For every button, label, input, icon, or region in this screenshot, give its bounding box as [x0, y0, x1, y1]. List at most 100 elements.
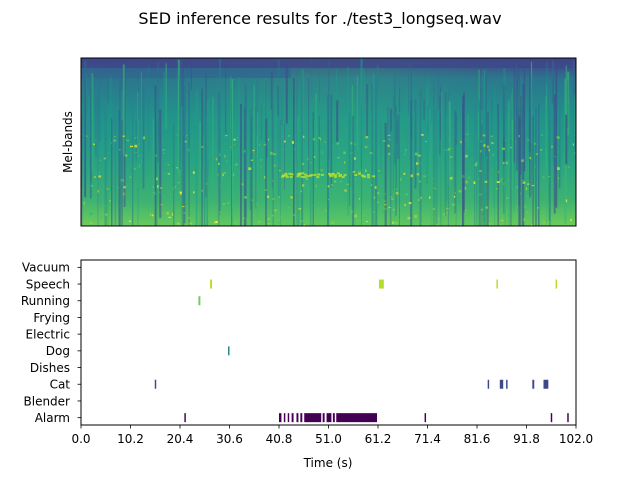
spec-streak — [122, 64, 125, 156]
spec-speckle — [384, 193, 386, 195]
spec-speckle — [343, 151, 346, 155]
spec-speckle — [420, 196, 422, 199]
spec-streak — [156, 120, 158, 226]
spec-harmonic — [304, 173, 308, 176]
spec-speckle — [341, 176, 342, 179]
spec-speckle — [224, 154, 226, 158]
spec-speckle — [358, 171, 361, 173]
spec-speckle — [152, 196, 154, 199]
spec-speckle — [490, 135, 493, 137]
spec-streak — [148, 65, 149, 154]
spec-speckle — [384, 208, 387, 210]
spec-speckle — [434, 187, 437, 189]
spec-streak — [251, 85, 253, 134]
spec-speckle — [109, 200, 111, 202]
spec-streak — [356, 75, 358, 151]
spec-speckle — [480, 150, 482, 153]
spec-speckle — [423, 175, 427, 178]
spec-speckle — [312, 137, 316, 141]
spec-streak — [250, 117, 253, 226]
spec-speckle — [533, 142, 537, 145]
spec-speckle — [120, 179, 123, 182]
spec-speckle — [464, 209, 467, 212]
spec-streak — [502, 94, 504, 115]
spec-speckle — [496, 181, 500, 183]
spec-streak — [484, 89, 487, 226]
spec-speckle — [300, 190, 303, 193]
spec-speckle — [525, 187, 528, 190]
spec-speckle — [288, 207, 290, 209]
spec-streak — [157, 91, 160, 143]
spec-speckle — [475, 162, 478, 164]
spec-streak — [389, 107, 392, 226]
spec-speckle — [139, 164, 140, 168]
spec-speckle — [484, 180, 488, 183]
spec-harmonic — [320, 173, 324, 176]
spec-streak — [361, 105, 362, 226]
xtick-label: 40.8 — [266, 432, 293, 446]
spec-speckle — [505, 161, 509, 165]
spec-speckle — [382, 211, 385, 214]
spec-streak — [376, 64, 379, 93]
spec-streak — [204, 115, 206, 226]
event-bar-alarm — [291, 413, 294, 423]
ytick-label: Running — [21, 294, 70, 308]
event-xticks: 0.0 10.2 20.4 30.6 40.8 51.0 61.2 71.4 81.6 91.8 1… — [71, 425, 593, 446]
spec-streak — [454, 110, 457, 214]
spec-speckle — [169, 196, 173, 198]
spec-speckle — [465, 154, 468, 158]
spec-streak — [219, 58, 221, 215]
event-bar-cat — [499, 379, 504, 389]
spec-streak — [552, 60, 554, 103]
spec-streak — [199, 122, 201, 226]
spec-speckle — [154, 192, 156, 195]
spec-speckle — [410, 174, 413, 178]
spec-streak — [297, 90, 300, 226]
spec-streak — [184, 85, 186, 224]
spec-speckle — [465, 180, 468, 184]
spec-speckle — [201, 189, 203, 192]
spec-speckle — [252, 149, 255, 152]
spec-speckle — [499, 180, 502, 182]
spec-speckle — [353, 157, 356, 160]
event-bar-cat — [532, 379, 535, 389]
spec-streak — [118, 109, 121, 226]
spec-streak — [312, 112, 314, 226]
spec-speckle — [415, 152, 418, 156]
spec-streak — [410, 62, 411, 160]
spec-speckle — [110, 142, 113, 145]
spec-speckle — [319, 162, 323, 164]
spec-streak — [177, 59, 180, 177]
spec-speckle — [407, 216, 411, 220]
spec-speckle — [290, 196, 293, 199]
spec-speckle — [223, 203, 225, 206]
spec-speckle — [168, 216, 171, 218]
spec-speckle — [547, 176, 551, 178]
spec-speckle — [100, 216, 102, 219]
spec-speckle — [445, 208, 449, 210]
spec-speckle — [158, 191, 161, 194]
spec-streak — [478, 69, 481, 101]
spec-top-band — [81, 58, 576, 68]
spec-streak — [256, 81, 258, 135]
spec-streak — [225, 63, 226, 133]
spec-speckle — [382, 140, 386, 142]
spec-harmonic — [285, 175, 289, 178]
spec-streak — [528, 108, 531, 152]
spec-speckle — [129, 176, 132, 179]
spec-speckle — [134, 167, 136, 170]
spec-speckle — [522, 181, 526, 184]
spec-streak — [390, 108, 393, 132]
spec-speckle — [233, 138, 236, 141]
spec-speckle — [448, 138, 450, 140]
spec-speckle — [515, 186, 519, 189]
spec-speckle — [281, 176, 283, 179]
spec-harmonic — [290, 173, 294, 176]
spec-speckle — [214, 221, 215, 224]
spec-streak — [494, 84, 496, 226]
spec-speckle — [337, 157, 340, 159]
spec-harmonic — [301, 172, 305, 175]
spec-speckle — [272, 180, 274, 182]
spec-streak — [277, 86, 279, 117]
